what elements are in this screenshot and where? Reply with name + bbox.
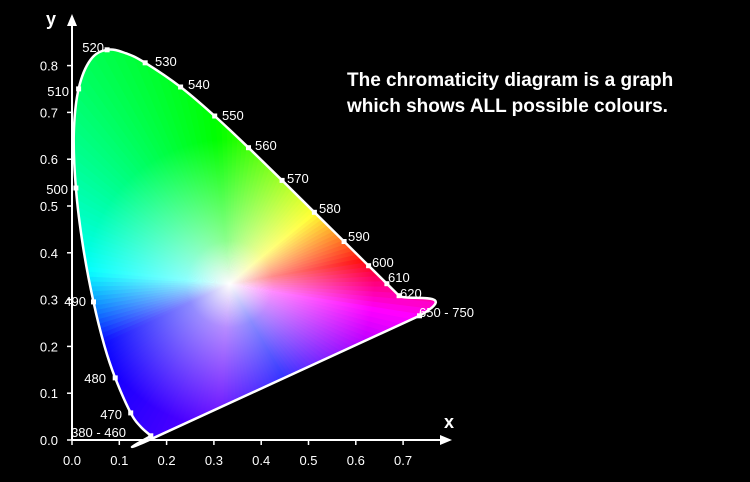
x-tick-label: 0.6 xyxy=(347,453,365,468)
wavelength-marker xyxy=(280,178,285,183)
x-tick-label: 0.2 xyxy=(158,453,176,468)
wavelength-marker xyxy=(312,210,317,215)
wavelength-label: 510 xyxy=(47,84,69,99)
wavelength-marker xyxy=(73,186,78,191)
wavelength-label: 380 - 460 xyxy=(71,425,126,440)
annotation-line-1: The chromaticity diagram is a graph xyxy=(347,68,742,94)
white-point-glow xyxy=(85,139,375,429)
wavelength-label: 620 xyxy=(400,286,422,301)
y-axis-title: y xyxy=(46,9,56,29)
wavelength-marker xyxy=(143,60,148,65)
wavelength-label: 600 xyxy=(372,255,394,270)
x-tick-label: 0.0 xyxy=(63,453,81,468)
wavelength-label: 480 xyxy=(84,371,106,386)
y-tick-label: 0.7 xyxy=(40,105,58,120)
wavelength-marker xyxy=(342,239,347,244)
y-tick-label: 0.1 xyxy=(40,386,58,401)
wavelength-label: 650 - 750 xyxy=(419,305,474,320)
wavelength-label: 610 xyxy=(388,270,410,285)
wavelength-label: 570 xyxy=(287,171,309,186)
wavelength-label: 530 xyxy=(155,54,177,69)
wavelength-label: 500 xyxy=(46,182,68,197)
wavelength-label: 550 xyxy=(222,108,244,123)
x-tick-label: 0.3 xyxy=(205,453,223,468)
x-tick-label: 0.7 xyxy=(394,453,412,468)
wavelength-marker xyxy=(76,86,81,91)
y-tick-label: 0.8 xyxy=(40,59,58,74)
x-axis-arrow-icon xyxy=(440,435,452,445)
y-tick-label: 0.4 xyxy=(40,246,58,261)
annotation-text: The chromaticity diagram is a graph whic… xyxy=(347,68,742,120)
wavelength-label: 470 xyxy=(100,407,122,422)
y-axis-arrow-icon xyxy=(67,14,77,26)
wavelength-marker xyxy=(366,263,371,268)
x-tick-label: 0.1 xyxy=(110,453,128,468)
wavelength-label: 590 xyxy=(348,229,370,244)
wavelength-marker xyxy=(212,114,217,119)
wavelength-marker xyxy=(246,145,251,150)
y-tick-label: 0.2 xyxy=(40,339,58,354)
wavelength-marker xyxy=(91,299,96,304)
y-tick-label: 0.5 xyxy=(40,199,58,214)
x-axis-title: x xyxy=(444,412,454,432)
wavelength-marker xyxy=(105,47,110,52)
x-tick-label: 0.4 xyxy=(252,453,270,468)
wavelength-marker xyxy=(113,375,118,380)
wavelength-marker xyxy=(148,433,153,438)
wavelength-label: 580 xyxy=(319,201,341,216)
wavelength-marker xyxy=(178,85,183,90)
y-tick-label: 0.0 xyxy=(40,433,58,448)
wavelength-marker xyxy=(128,410,133,415)
wavelength-label: 540 xyxy=(188,77,210,92)
annotation-line-2: which shows ALL possible colours. xyxy=(347,94,742,120)
y-tick-label: 0.6 xyxy=(40,152,58,167)
wavelength-label: 520 xyxy=(82,40,104,55)
wavelength-label: 490 xyxy=(64,294,86,309)
x-tick-label: 0.5 xyxy=(299,453,317,468)
y-tick-label: 0.3 xyxy=(40,293,58,308)
wavelength-label: 560 xyxy=(255,138,277,153)
